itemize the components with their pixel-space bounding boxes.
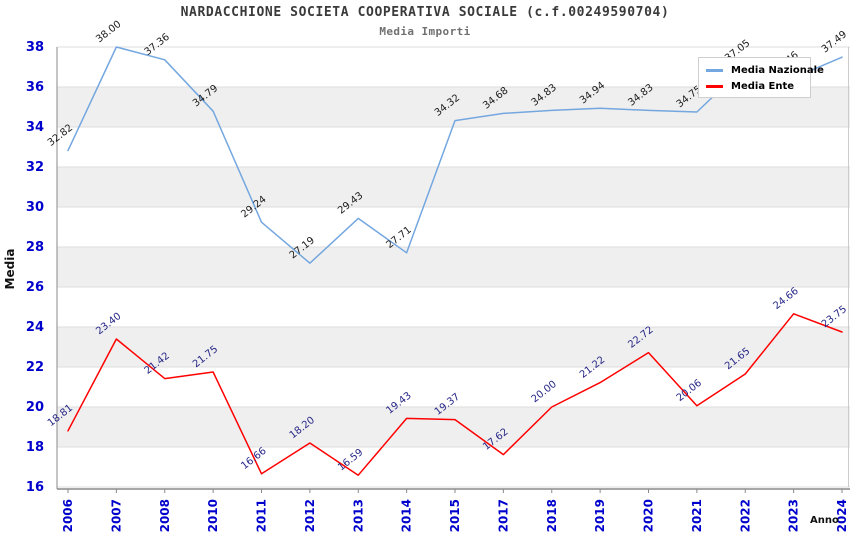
svg-text:2024: 2024	[835, 499, 849, 532]
svg-text:2018: 2018	[545, 499, 559, 532]
svg-text:2015: 2015	[448, 499, 462, 532]
svg-text:26: 26	[26, 280, 44, 295]
svg-text:2008: 2008	[158, 499, 172, 532]
svg-text:38: 38	[26, 40, 44, 55]
svg-text:37.36: 37.36	[143, 32, 172, 58]
chart-title: NARDACCHIONE SOCIETA COOPERATIVA SOCIALE…	[180, 5, 670, 20]
svg-text:23.75: 23.75	[820, 304, 849, 330]
svg-text:2013: 2013	[351, 499, 365, 532]
svg-text:2019: 2019	[593, 499, 607, 532]
svg-text:2022: 2022	[738, 499, 752, 532]
svg-text:2021: 2021	[690, 499, 704, 532]
svg-text:20: 20	[26, 400, 44, 415]
legend-item-media-nazionale: Media Nazionale	[706, 62, 824, 78]
svg-text:2014: 2014	[400, 499, 414, 532]
svg-text:2017: 2017	[496, 499, 510, 532]
svg-text:32: 32	[26, 160, 44, 175]
svg-text:16: 16	[26, 480, 44, 495]
svg-text:20.00: 20.00	[530, 379, 559, 405]
legend-item-media-ente: Media Ente	[706, 78, 810, 94]
legend-swatch	[706, 68, 723, 72]
legend-label-media-nazionale: Media Nazionale	[731, 64, 824, 76]
svg-text:24: 24	[26, 320, 44, 335]
svg-text:22: 22	[26, 360, 44, 375]
svg-text:2012: 2012	[303, 499, 317, 532]
svg-text:34: 34	[26, 120, 44, 135]
svg-text:20.06: 20.06	[675, 378, 704, 404]
svg-text:24.66: 24.66	[771, 286, 800, 312]
svg-text:36: 36	[26, 80, 44, 95]
svg-text:2010: 2010	[206, 499, 220, 532]
svg-text:2006: 2006	[61, 499, 75, 532]
svg-text:2023: 2023	[787, 499, 801, 532]
svg-text:30: 30	[26, 200, 44, 215]
svg-text:28: 28	[26, 240, 44, 255]
svg-text:16.66: 16.66	[239, 446, 268, 472]
svg-text:2020: 2020	[642, 499, 656, 532]
legend-label-media-ente: Media Ente	[731, 80, 795, 92]
svg-text:37.49: 37.49	[820, 29, 849, 55]
x-axis-title: Anno	[810, 515, 839, 526]
svg-text:38.00: 38.00	[94, 19, 123, 45]
svg-text:18: 18	[26, 440, 44, 455]
svg-text:2007: 2007	[109, 499, 123, 532]
svg-text:2011: 2011	[255, 499, 269, 532]
legend: Media Nazionale Media Ente	[698, 57, 824, 98]
chart-subtitle: Media Importi	[379, 25, 471, 38]
legend-swatch	[706, 84, 723, 88]
